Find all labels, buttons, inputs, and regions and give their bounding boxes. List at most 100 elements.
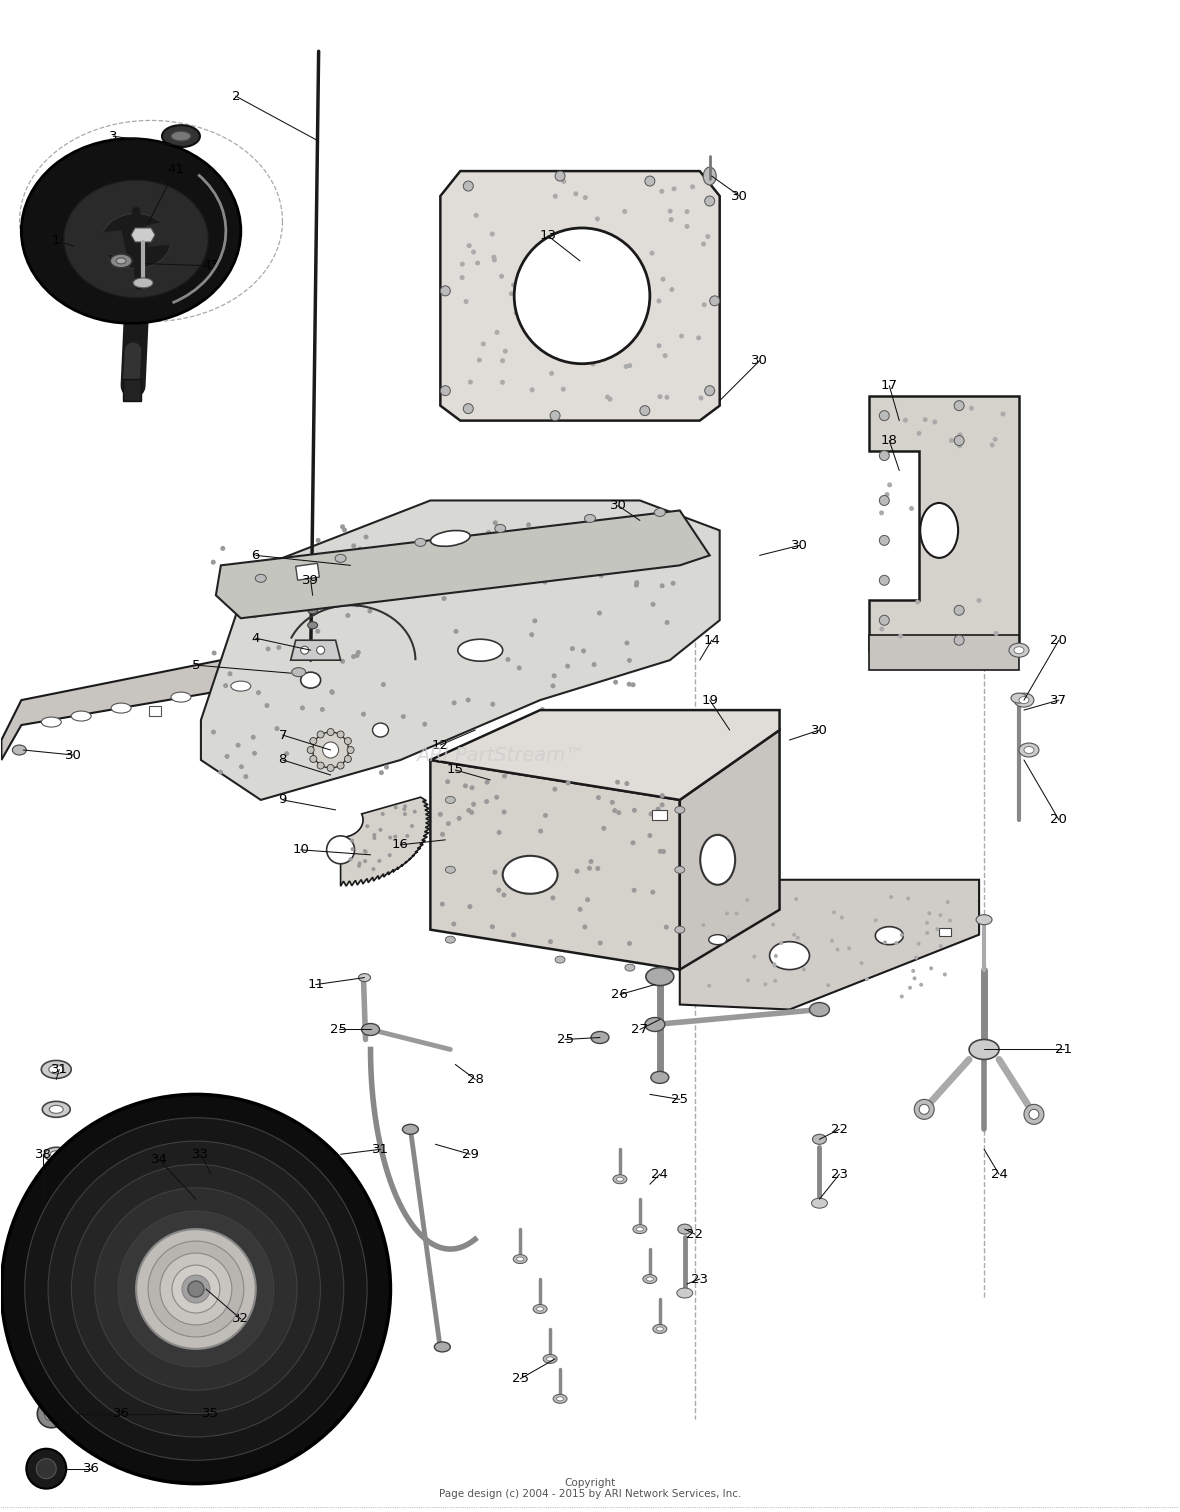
Circle shape (510, 540, 514, 544)
Circle shape (266, 647, 270, 652)
Ellipse shape (809, 1002, 830, 1016)
Circle shape (440, 901, 445, 907)
Ellipse shape (162, 125, 199, 147)
Ellipse shape (591, 1031, 609, 1043)
Circle shape (657, 395, 662, 399)
Circle shape (551, 673, 557, 679)
Circle shape (912, 977, 917, 980)
Circle shape (551, 683, 556, 688)
Circle shape (363, 850, 367, 853)
Ellipse shape (700, 835, 735, 885)
Circle shape (927, 912, 931, 915)
Polygon shape (290, 640, 341, 661)
Circle shape (492, 869, 498, 874)
Circle shape (373, 833, 376, 838)
Circle shape (649, 251, 655, 256)
Circle shape (459, 275, 465, 280)
Circle shape (320, 708, 325, 712)
Circle shape (581, 649, 586, 653)
Circle shape (704, 386, 715, 396)
Circle shape (525, 293, 530, 298)
Text: 27: 27 (631, 1024, 648, 1036)
Circle shape (317, 762, 324, 770)
Circle shape (661, 277, 666, 281)
Circle shape (471, 249, 476, 254)
Circle shape (363, 850, 368, 854)
Text: 30: 30 (791, 538, 808, 552)
Circle shape (422, 721, 427, 727)
Circle shape (702, 302, 707, 307)
Circle shape (329, 689, 334, 694)
Circle shape (704, 197, 715, 206)
Circle shape (830, 939, 834, 942)
Circle shape (832, 910, 837, 915)
Ellipse shape (71, 711, 91, 721)
Circle shape (622, 263, 627, 269)
Circle shape (448, 576, 453, 582)
Circle shape (943, 972, 946, 977)
Circle shape (663, 354, 668, 358)
Ellipse shape (445, 866, 455, 874)
Circle shape (535, 284, 539, 290)
Ellipse shape (543, 1355, 557, 1364)
Circle shape (530, 632, 535, 637)
Text: 23: 23 (691, 1273, 708, 1285)
Text: Copyright
Page design (c) 2004 - 2015 by ARI Network Services, Inc.: Copyright Page design (c) 2004 - 2015 by… (439, 1477, 741, 1500)
Circle shape (497, 888, 502, 892)
Circle shape (632, 807, 637, 813)
Ellipse shape (651, 1072, 669, 1084)
Ellipse shape (656, 1328, 663, 1331)
Circle shape (333, 581, 337, 587)
Circle shape (340, 659, 345, 664)
Text: 22: 22 (687, 1228, 703, 1241)
Text: 17: 17 (880, 380, 898, 392)
Circle shape (624, 720, 629, 726)
Circle shape (494, 649, 499, 653)
Circle shape (560, 387, 565, 392)
Ellipse shape (255, 575, 267, 582)
Circle shape (513, 738, 518, 744)
Circle shape (643, 290, 648, 295)
Circle shape (211, 730, 216, 735)
Circle shape (598, 573, 604, 578)
Circle shape (608, 396, 612, 402)
Bar (296, 564, 320, 581)
Ellipse shape (1014, 692, 1034, 708)
Text: 22: 22 (831, 1123, 848, 1136)
Circle shape (494, 330, 499, 334)
Ellipse shape (557, 1397, 564, 1400)
Circle shape (696, 336, 701, 340)
Circle shape (577, 907, 583, 912)
Circle shape (361, 712, 366, 717)
Ellipse shape (645, 968, 674, 986)
Text: 28: 28 (467, 1074, 484, 1086)
Circle shape (313, 732, 348, 768)
Ellipse shape (110, 254, 132, 268)
Circle shape (345, 738, 352, 744)
Ellipse shape (171, 692, 191, 702)
Text: 2: 2 (231, 89, 240, 103)
Circle shape (883, 940, 887, 945)
Circle shape (624, 782, 629, 786)
Circle shape (346, 612, 350, 618)
Circle shape (243, 774, 248, 779)
Circle shape (919, 1104, 929, 1114)
Circle shape (505, 744, 511, 748)
Text: 1: 1 (52, 234, 60, 248)
Polygon shape (216, 511, 709, 618)
Text: 10: 10 (293, 844, 309, 856)
Circle shape (634, 582, 638, 588)
Ellipse shape (709, 934, 727, 945)
Circle shape (949, 438, 953, 443)
Circle shape (228, 671, 232, 676)
Text: 30: 30 (752, 354, 768, 367)
Circle shape (592, 318, 598, 324)
Circle shape (919, 983, 923, 987)
Ellipse shape (533, 1305, 548, 1314)
Circle shape (388, 853, 392, 857)
Circle shape (223, 683, 228, 688)
Circle shape (45, 1406, 58, 1421)
Ellipse shape (503, 856, 558, 894)
Ellipse shape (308, 587, 317, 594)
Circle shape (622, 209, 628, 215)
